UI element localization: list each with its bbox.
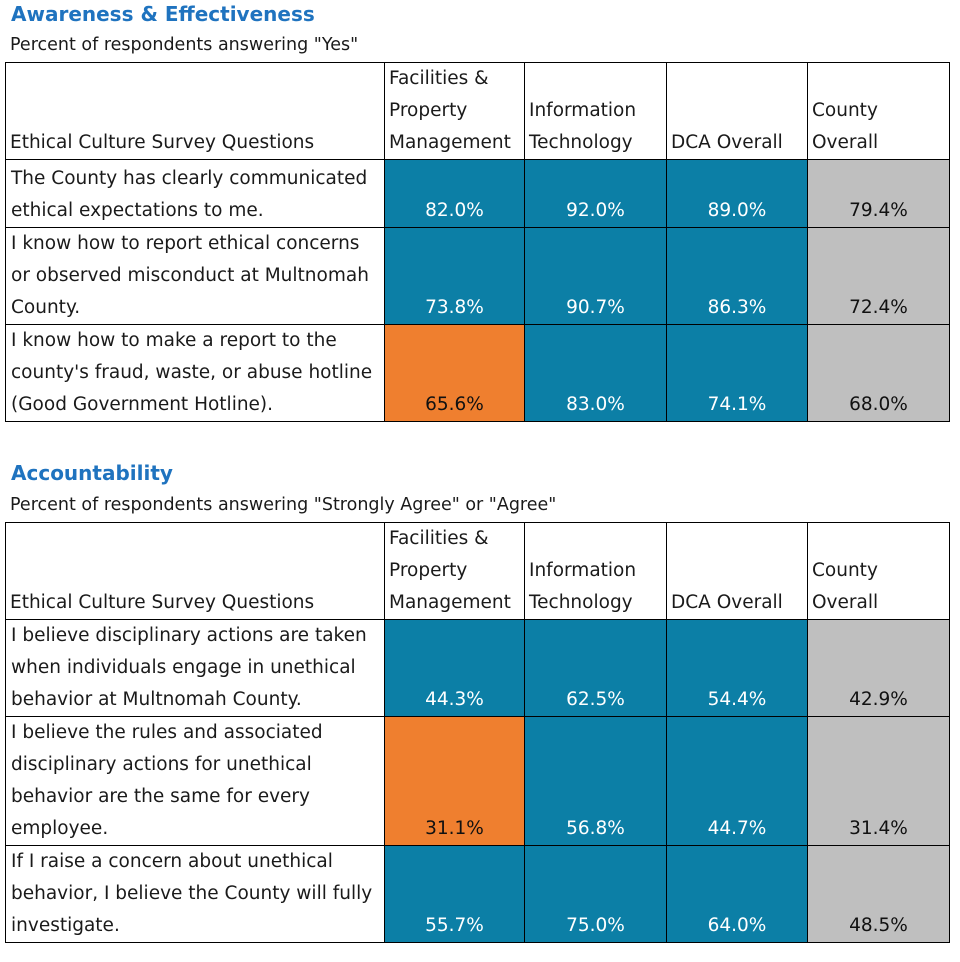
value-cell-facilities: 82.0% <box>384 159 525 228</box>
value-cell-dca-overall: 74.1% <box>666 324 808 422</box>
header-dca-overall: DCA Overall <box>666 522 808 620</box>
header-county-overall: County Overall <box>807 522 950 620</box>
value-cell-facilities: 44.3% <box>384 619 525 717</box>
header-information-technology: Information Technology <box>524 522 667 620</box>
value-cell-facilities: 55.7% <box>384 845 525 943</box>
value-cell-county-overall: 42.9% <box>807 619 950 717</box>
value-cell-dca-overall: 86.3% <box>666 227 808 325</box>
value-cell-dca-overall: 44.7% <box>666 716 808 846</box>
question-cell: I know how to make a report to the count… <box>5 324 385 422</box>
question-cell: I believe disciplinary actions are taken… <box>5 619 385 717</box>
question-cell: If I raise a concern about unethical beh… <box>5 845 385 943</box>
section-subtitle: Percent of respondents answering "Yes" <box>10 35 359 55</box>
question-cell: I know how to report ethical concerns or… <box>5 227 385 325</box>
value-cell-county-overall: 72.4% <box>807 227 950 325</box>
value-cell-county-overall: 79.4% <box>807 159 950 228</box>
value-cell-county-overall: 31.4% <box>807 716 950 846</box>
table-row: The County has clearly communicated ethi… <box>5 159 950 228</box>
survey-table-accountability: Ethical Culture Survey Questions Facilit… <box>5 522 950 943</box>
header-questions: Ethical Culture Survey Questions <box>5 522 385 620</box>
value-cell-dca-overall: 64.0% <box>666 845 808 943</box>
question-cell: I believe the rules and associated disci… <box>5 716 385 846</box>
table-row: If I raise a concern about unethical beh… <box>5 845 950 943</box>
value-cell-information-technology: 62.5% <box>524 619 667 717</box>
value-cell-county-overall: 48.5% <box>807 845 950 943</box>
question-cell: The County has clearly communicated ethi… <box>5 159 385 228</box>
value-cell-facilities: 65.6% <box>384 324 525 422</box>
value-cell-facilities: 31.1% <box>384 716 525 846</box>
header-county-overall: County Overall <box>807 62 950 160</box>
header-facilities: Facilities & Property Management <box>384 62 525 160</box>
header-facilities: Facilities & Property Management <box>384 522 525 620</box>
value-cell-information-technology: 83.0% <box>524 324 667 422</box>
table-row: I know how to report ethical concerns or… <box>5 227 950 325</box>
table-row: I believe the rules and associated disci… <box>5 716 950 846</box>
value-cell-information-technology: 75.0% <box>524 845 667 943</box>
header-information-technology: Information Technology <box>524 62 667 160</box>
value-cell-information-technology: 90.7% <box>524 227 667 325</box>
value-cell-county-overall: 68.0% <box>807 324 950 422</box>
table-row: I believe disciplinary actions are taken… <box>5 619 950 717</box>
survey-table-awareness: Ethical Culture Survey Questions Facilit… <box>5 62 950 422</box>
value-cell-facilities: 73.8% <box>384 227 525 325</box>
value-cell-information-technology: 56.8% <box>524 716 667 846</box>
section-title: Awareness & Effectiveness <box>11 2 315 26</box>
header-questions: Ethical Culture Survey Questions <box>5 62 385 160</box>
value-cell-dca-overall: 89.0% <box>666 159 808 228</box>
value-cell-dca-overall: 54.4% <box>666 619 808 717</box>
header-dca-overall: DCA Overall <box>666 62 808 160</box>
table-row: I know how to make a report to the count… <box>5 324 950 422</box>
value-cell-information-technology: 92.0% <box>524 159 667 228</box>
section-title: Accountability <box>11 461 173 485</box>
section-subtitle: Percent of respondents answering "Strong… <box>10 495 557 515</box>
